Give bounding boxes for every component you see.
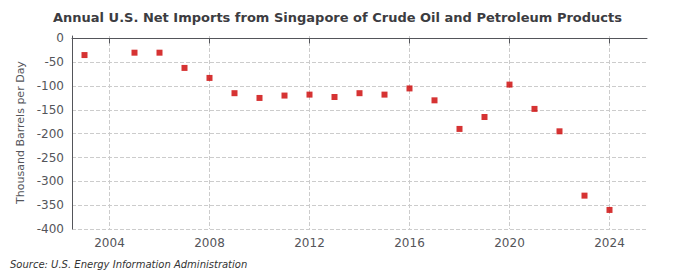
- svg-text:-150: -150: [37, 103, 64, 117]
- svg-text:-100: -100: [37, 79, 64, 93]
- svg-text:2016: 2016: [394, 236, 425, 250]
- svg-text:2008: 2008: [194, 236, 225, 250]
- svg-text:2024: 2024: [594, 236, 625, 250]
- svg-text:2020: 2020: [494, 236, 525, 250]
- svg-text:-300: -300: [37, 174, 64, 188]
- svg-text:2004: 2004: [94, 236, 125, 250]
- svg-text:Thousand Barrels per Day: Thousand Barrels per Day: [14, 61, 27, 205]
- svg-text:2012: 2012: [294, 236, 325, 250]
- svg-text:-350: -350: [37, 198, 64, 212]
- svg-text:-50: -50: [44, 55, 64, 69]
- svg-text:Annual U.S. Net Imports from S: Annual U.S. Net Imports from Singapore o…: [53, 10, 622, 25]
- svg-text:Source: U.S. Energy Informatio: Source: U.S. Energy Information Administ…: [10, 259, 247, 270]
- svg-text:-250: -250: [37, 151, 64, 165]
- svg-text:0: 0: [56, 31, 64, 45]
- svg-text:-400: -400: [37, 222, 64, 236]
- svg-text:-200: -200: [37, 127, 64, 141]
